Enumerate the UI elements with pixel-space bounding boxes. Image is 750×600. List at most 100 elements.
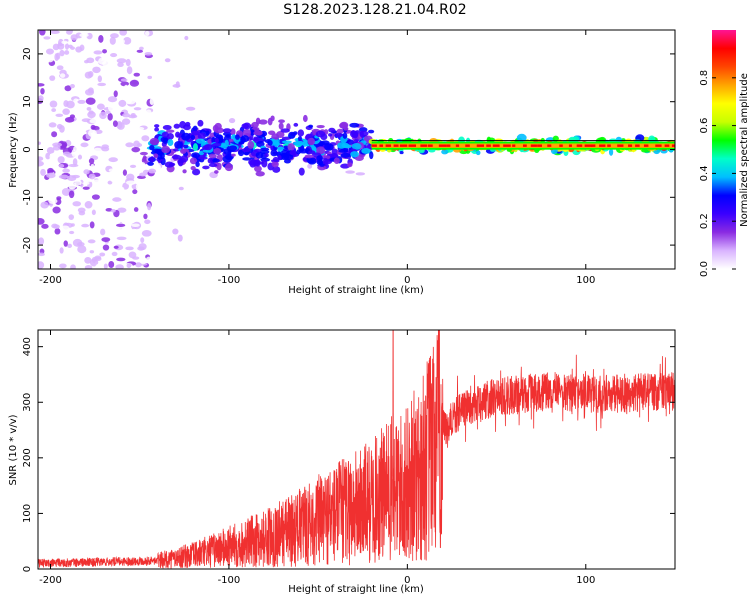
spectrogram-cell <box>108 157 118 163</box>
spectrogram-cell <box>94 263 104 269</box>
spectrogram-cell <box>129 164 137 168</box>
spectrogram-cell <box>186 78 196 86</box>
spectrogram-cell <box>94 256 102 262</box>
spectrogram-cell <box>60 184 65 189</box>
spectrogram-cell <box>64 250 71 259</box>
signal-peak <box>599 144 606 147</box>
spectrogram-cell <box>175 250 180 255</box>
spectrogram-cell <box>340 152 351 158</box>
spectrogram-cell <box>62 151 71 156</box>
spectrogram-cell <box>267 117 273 126</box>
spectrogram-cell <box>345 170 355 174</box>
spectrogram-cell <box>108 260 115 268</box>
colorbar-tick-label: 0.6 <box>699 118 710 134</box>
spectrogram-cell <box>230 128 236 136</box>
spectrogram-y-tick-label: 10 <box>22 95 33 108</box>
spectrogram-cell <box>331 148 338 155</box>
spectrogram-cell <box>118 99 127 107</box>
signal-peak <box>420 144 428 147</box>
spectrogram-cell <box>197 132 206 140</box>
spectrogram-cell <box>228 138 234 143</box>
signal-peak <box>476 144 485 147</box>
spectrogram-cell <box>58 163 65 168</box>
spectrogram-cell <box>351 142 362 150</box>
signal-peak <box>427 144 433 147</box>
signal-peak <box>522 144 527 147</box>
spectrogram-cell <box>110 208 116 213</box>
spectrogram-cell <box>97 75 103 83</box>
spectrogram-cell <box>328 127 336 133</box>
spectrogram-cell <box>105 208 113 212</box>
spectrogram-cell <box>307 137 315 146</box>
spectrogram-cell <box>242 122 251 130</box>
spectrogram-cell <box>347 162 353 168</box>
spectrogram-cell <box>46 147 55 154</box>
spectrogram-cell <box>149 144 155 151</box>
spectrogram-cell <box>161 145 171 154</box>
spectrogram-cell <box>339 122 348 129</box>
spectrogram-cell <box>131 147 141 153</box>
spectrogram-cell <box>304 154 314 159</box>
spectrogram-cell <box>247 141 255 149</box>
spectrogram-cell <box>93 50 103 55</box>
spectrogram-cell <box>335 132 343 138</box>
signal-peak <box>664 144 670 147</box>
spectrogram-cell <box>287 143 295 151</box>
spectrogram-cell <box>58 174 69 179</box>
spectrogram-cell <box>40 59 48 66</box>
spectrogram-cell <box>307 157 317 165</box>
spectrogram-cell <box>228 117 236 124</box>
spectrogram-x-tick-label: -100 <box>218 275 241 286</box>
spectrogram-cell <box>40 87 45 95</box>
spectrogram-cell <box>38 44 43 52</box>
spectrogram-cell <box>137 161 146 166</box>
spectrogram-cell <box>153 153 159 159</box>
signal-peak <box>530 144 537 147</box>
spectrogram-cell <box>316 146 326 155</box>
spectrogram-y-tick-label: 20 <box>22 48 33 61</box>
spectrogram-cell <box>68 44 73 49</box>
signal-peak <box>576 144 583 147</box>
spectrogram-cell <box>38 128 45 136</box>
spectrogram-cell <box>68 163 79 168</box>
spectrogram-cell <box>145 109 152 116</box>
spectrogram-cell <box>328 133 333 137</box>
spectrogram-cell <box>45 48 54 55</box>
spectrogram-cell <box>38 160 44 167</box>
spectrogram-cell <box>148 168 157 174</box>
snr-x-tick-label: -100 <box>218 575 241 586</box>
spectrogram-cell <box>183 144 189 149</box>
spectrogram-cell <box>177 261 183 269</box>
spectrogram-cell <box>122 169 127 176</box>
spectrogram-cell <box>255 171 265 177</box>
spectrogram-cell <box>137 126 145 131</box>
spectrogram-cell <box>84 201 93 209</box>
spectrogram-cell <box>133 107 142 111</box>
spectrogram-cell <box>197 119 204 127</box>
signal-peak <box>617 144 624 147</box>
spectrogram-cell <box>192 153 198 158</box>
colorbar-tick-label: 0.8 <box>699 70 710 86</box>
spectrogram-cell <box>49 30 60 35</box>
spectrogram-cell <box>83 178 93 183</box>
spectrogram-cell <box>124 97 132 105</box>
spectrogram-cell <box>117 207 127 213</box>
spectrogram-cell <box>113 245 119 249</box>
spectrogram-cell <box>90 80 98 86</box>
spectrogram-cell <box>97 82 107 87</box>
spectrogram-cell <box>139 151 148 156</box>
spectrogram-cell <box>101 146 110 152</box>
spectrogram-cell <box>121 118 131 125</box>
spectrogram-cell <box>126 66 133 75</box>
spectrogram-y-tick-label: -10 <box>22 189 33 205</box>
spectrogram-cell <box>258 119 268 125</box>
spectrogram-cell <box>62 108 70 115</box>
spectrogram-cell <box>81 223 90 228</box>
signal-peak <box>655 144 662 147</box>
spectrogram-cell <box>358 127 368 133</box>
spectrogram-y-tick-label: 0 <box>22 146 33 152</box>
spectrogram-cell <box>144 219 151 225</box>
spectrogram-cell <box>64 85 72 92</box>
spectrogram-cell <box>112 75 117 83</box>
signal-peak <box>512 144 516 147</box>
